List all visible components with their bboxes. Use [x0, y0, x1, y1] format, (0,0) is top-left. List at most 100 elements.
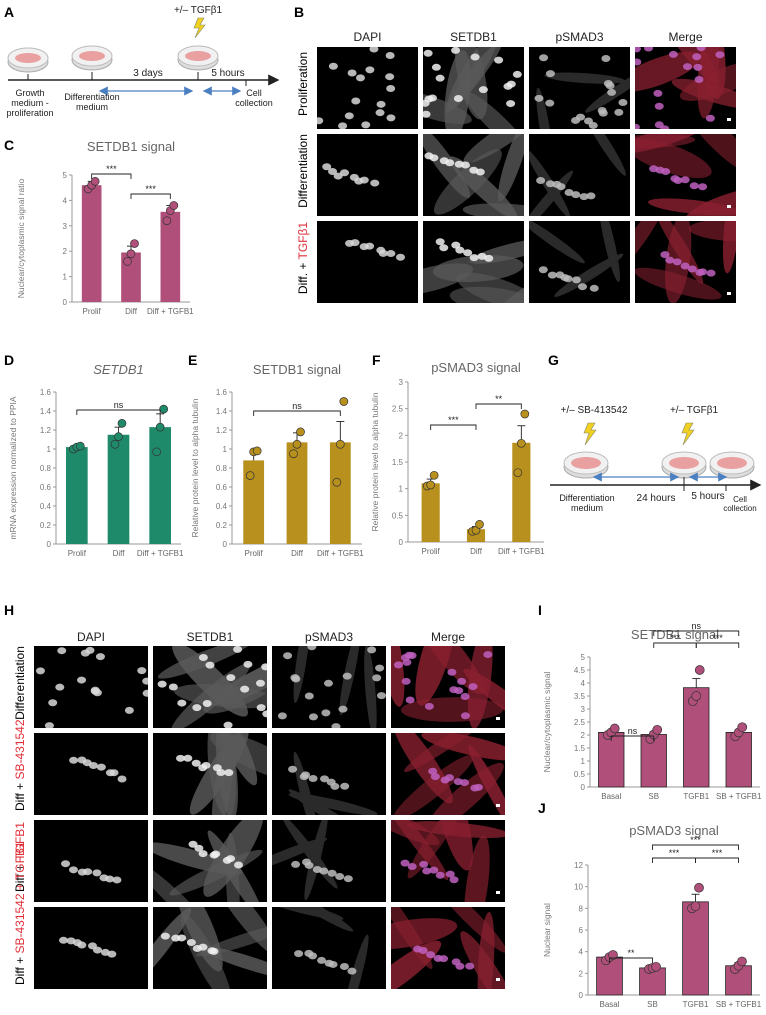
column-header-setdb1: SETDB1 [186, 630, 234, 644]
data-point [126, 249, 136, 259]
data-point [335, 439, 345, 449]
row-label-treatment: TGFβ1 [296, 221, 310, 260]
y-tick-label: 0 [47, 540, 52, 549]
bar [243, 460, 265, 544]
data-point [110, 439, 120, 449]
significance-bracket [76, 409, 161, 415]
data-point [691, 691, 702, 701]
bar-chart-f: pSMAD3 signal Relative protein level to a… [370, 360, 545, 556]
x-category-label: Basal [601, 792, 621, 801]
x-category-label: Prolif [83, 307, 102, 316]
lightning-icon [583, 422, 597, 446]
chart-title: SETDB1 [93, 362, 144, 377]
micrograph-setdb1 [423, 134, 524, 216]
row-label-treatment: SB-431542 + TGFB1 [13, 841, 27, 954]
y-tick-label: 0.8 [40, 464, 52, 473]
row-label: Diff + SB-431542 [13, 719, 27, 811]
culture-dish-icon [661, 451, 707, 479]
significance-label: ** [627, 948, 635, 958]
panel-label-d: D [4, 352, 15, 368]
micrograph-dapi [34, 646, 148, 728]
y-tick-label: 0 [581, 783, 586, 792]
data-point [690, 901, 701, 912]
micrograph-merge [391, 907, 505, 989]
scale-bar [496, 891, 500, 894]
y-tick-label: 0.4 [216, 502, 228, 511]
column-header-dapi: DAPI [353, 30, 382, 44]
data-point [155, 422, 165, 432]
x-category-label: Prolif [68, 549, 87, 558]
bar-chart-j: pSMAD3 signal Nuclear signal 0 2 4 6 8 10 12 Basa… [542, 823, 762, 1009]
step-label: Cell collection [235, 88, 273, 108]
row-label-text: Proliferation [296, 51, 310, 117]
bar [512, 442, 531, 542]
y-tick-label: 1.6 [40, 388, 52, 397]
bar [81, 185, 102, 302]
y-tick-label: 0.6 [40, 483, 52, 492]
micrograph-psmad3 [272, 646, 386, 728]
y-tick-label: 1.6 [216, 388, 228, 397]
y-tick-label: 4.5 [574, 666, 586, 675]
scale-bar [496, 804, 500, 807]
y-tick-label: 0.2 [216, 521, 228, 530]
y-tick-label: 0.6 [216, 483, 228, 492]
chart-title: pSMAD3 signal [629, 823, 719, 838]
culture-dish-icon [7, 47, 49, 73]
micrograph-merge [391, 646, 505, 728]
y-axis-label: mRNA expression normalized to PPIA [8, 396, 18, 539]
data-point [694, 665, 705, 675]
y-tick-label: 2.5 [574, 718, 586, 727]
micrograph-psmad3 [272, 820, 386, 902]
micrograph-psmad3 [529, 47, 630, 129]
culture-dish-icon [71, 45, 113, 71]
y-tick-label: 4 [579, 948, 584, 957]
data-point [296, 427, 305, 437]
micrograph-psmad3 [529, 221, 630, 303]
lightning-icon [681, 422, 695, 446]
y-tick-label: 2 [399, 431, 404, 440]
significance-label: ns [114, 400, 124, 410]
data-point [694, 882, 704, 893]
significance-label: *** [145, 184, 156, 194]
data-point [130, 239, 139, 248]
y-tick-label: 5 [581, 653, 586, 662]
micrograph-merge [391, 733, 505, 815]
scale-bar [727, 292, 731, 295]
significance-label: *** [448, 415, 459, 425]
chart-title: SETDB1 signal [87, 139, 175, 154]
y-tick-label: 0 [63, 298, 68, 307]
x-category-label: Diff + TGFB1 [317, 549, 364, 558]
culture-dish-icon [709, 451, 755, 479]
significance-label: *** [670, 633, 681, 643]
y-tick-label: 1.5 [392, 458, 404, 467]
scale-bar [727, 205, 731, 208]
bar [149, 427, 171, 544]
data-point [252, 446, 262, 456]
chart-title: pSMAD3 signal [431, 360, 521, 375]
x-category-label: Diff + TGFB1 [137, 549, 184, 558]
y-tick-label: 4 [581, 679, 586, 688]
bar [640, 734, 667, 788]
significance-bracket [653, 630, 740, 636]
column-header-setdb1: SETDB1 [450, 30, 497, 44]
y-tick-label: 3 [399, 378, 404, 387]
significance-label: *** [106, 164, 117, 174]
micrograph-setdb1 [423, 221, 524, 303]
significance-bracket [609, 957, 653, 963]
micrograph-merge [635, 134, 736, 216]
y-tick-label: 0.2 [40, 521, 52, 530]
panel-label-b: B [294, 4, 305, 20]
bar [107, 434, 130, 544]
data-point [608, 950, 618, 960]
significance-bracket [253, 410, 341, 416]
y-axis-label: Nuclear/cytoplasmic signal [542, 672, 552, 773]
x-category-label: Diff [470, 547, 483, 556]
y-tick-label: 2 [579, 969, 584, 978]
row-label: Proliferation [296, 43, 310, 125]
y-tick-label: 3 [581, 705, 586, 714]
bar [725, 732, 752, 788]
y-axis-label: Nuclear/cytoplasmic signal ratio [16, 178, 26, 298]
x-category-label: Prolif [245, 549, 264, 558]
panel-label-h: H [4, 602, 15, 618]
